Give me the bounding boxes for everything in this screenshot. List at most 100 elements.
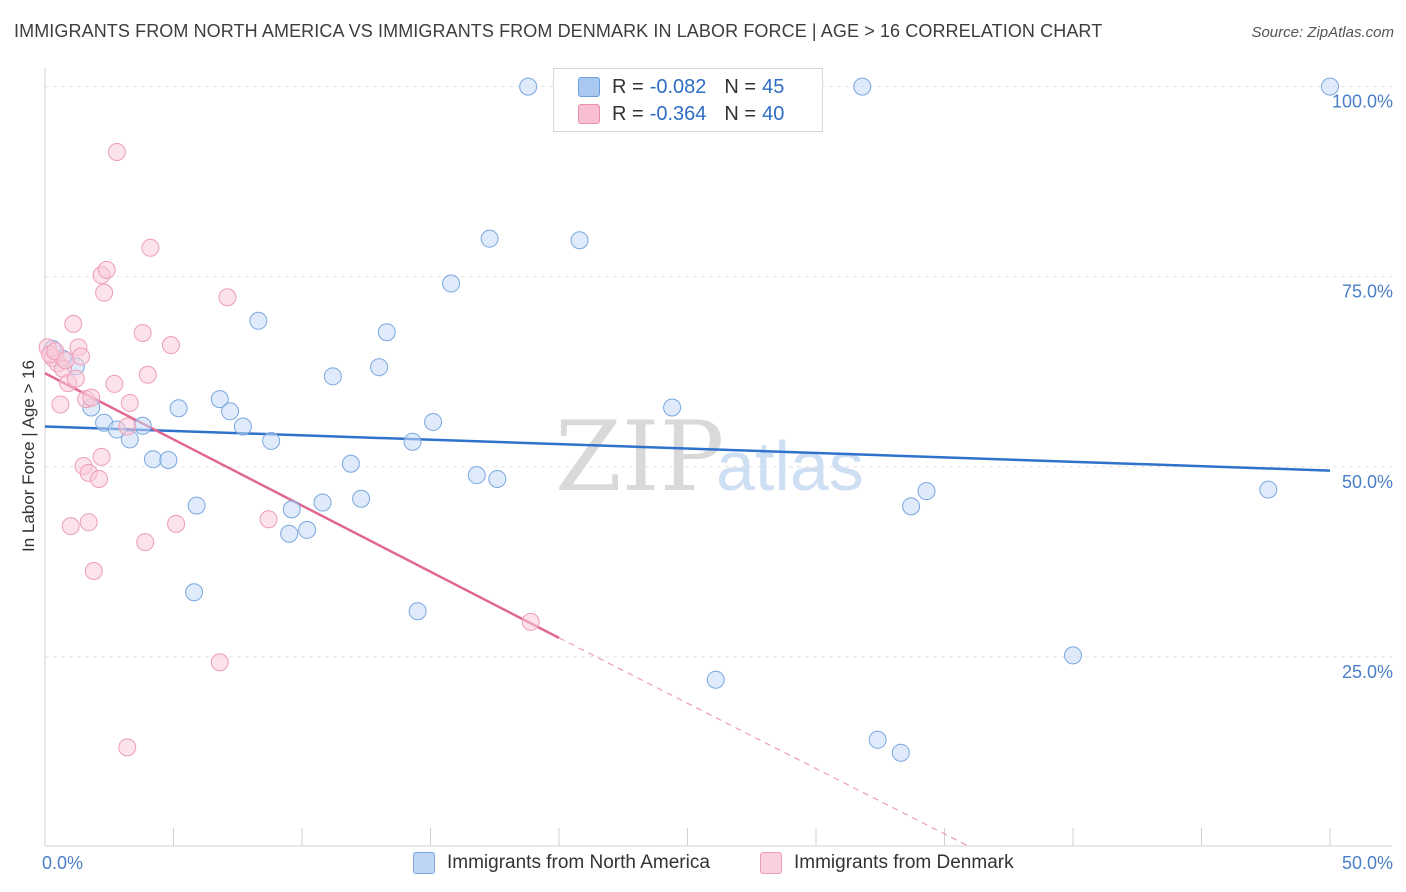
north-america-point: [853, 77, 872, 96]
legend-item-denmark[interactable]: Immigrants from Denmark: [760, 852, 1014, 874]
legend: Immigrants from North America Immigrants…: [0, 852, 1406, 878]
r-value: -0.082: [649, 75, 707, 98]
denmark-point: [61, 517, 80, 536]
north-america-point: [233, 417, 252, 436]
north-america-point: [185, 583, 204, 602]
north-america-point: [133, 416, 152, 435]
north-america-point: [352, 489, 371, 508]
north-america-point: [706, 670, 725, 689]
north-america-swatch: [578, 77, 600, 97]
north-america-point: [902, 497, 921, 516]
y-tick-label: 100.0%: [1332, 92, 1393, 112]
north-america-point: [403, 432, 422, 451]
north-america-trend-line: [44, 425, 1331, 472]
north-america-point: [1259, 480, 1278, 499]
denmark-trend-extension: [558, 637, 971, 848]
legend-label: Immigrants from Denmark: [794, 852, 1014, 873]
north-america-point: [282, 500, 301, 519]
north-america-point: [221, 402, 240, 421]
denmark-point: [79, 513, 98, 532]
watermark-zip: ZIP: [555, 401, 724, 513]
trend-lines: [44, 372, 1331, 848]
north-america-point: [663, 398, 682, 417]
north-america-legend-swatch: [413, 852, 435, 874]
legend-label: Immigrants from North America: [447, 852, 710, 873]
denmark-point: [136, 533, 155, 552]
denmark-point: [56, 351, 75, 370]
x-tick-label: 50.0%: [1342, 853, 1393, 873]
stats-row-north-america: R = -0.082 N = 45: [578, 74, 784, 100]
north-america-point: [488, 469, 507, 488]
y-axis-label: In Labor Force | Age > 16: [19, 360, 38, 552]
north-america-point: [210, 390, 229, 409]
north-america-point: [323, 367, 342, 386]
denmark-point: [210, 653, 229, 672]
denmark-point: [105, 374, 124, 393]
denmark-swatch: [578, 104, 600, 124]
north-america-point: [159, 450, 178, 469]
denmark-point: [64, 314, 83, 333]
denmark-point: [120, 393, 139, 412]
denmark-point: [82, 388, 101, 407]
denmark-legend-swatch: [760, 852, 782, 874]
north-america-point: [377, 323, 396, 342]
north-america-point: [480, 229, 499, 248]
tick-labels: 25.0% 50.0% 75.0% 100.0% 0.0% 50.0%: [42, 92, 1393, 873]
north-america-point: [424, 412, 443, 431]
north-america-point: [1321, 77, 1339, 96]
denmark-point: [141, 238, 160, 257]
north-america-point: [143, 450, 162, 469]
grid-lines: [45, 86, 1392, 658]
denmark-point: [138, 365, 157, 384]
north-america-point: [868, 730, 887, 749]
north-america-point: [298, 520, 317, 539]
north-america-point: [917, 482, 936, 501]
stats-row-denmark: R = -0.364 N = 40: [578, 101, 784, 127]
data-points: [38, 77, 1339, 762]
denmark-point: [89, 469, 108, 488]
north-america-point: [570, 231, 589, 250]
correlation-stats-box: R = -0.082 N = 45 R = -0.364 N = 40: [553, 68, 823, 132]
denmark-point: [92, 447, 111, 466]
r-label: R =: [612, 102, 644, 125]
watermark-atlas: atlas: [716, 427, 864, 505]
chart-source: Source: ZipAtlas.com: [1251, 24, 1394, 41]
y-tick-label: 75.0%: [1342, 282, 1393, 302]
denmark-point: [259, 510, 278, 529]
n-value: 45: [762, 75, 785, 98]
denmark-point: [71, 347, 90, 366]
denmark-point: [133, 323, 152, 342]
north-america-point: [891, 743, 910, 762]
denmark-point: [107, 142, 126, 161]
north-america-point: [467, 466, 486, 485]
north-america-point: [1064, 646, 1082, 665]
north-america-point: [249, 311, 268, 330]
denmark-point: [84, 561, 103, 580]
y-tick-label: 25.0%: [1342, 662, 1393, 682]
denmark-point: [66, 369, 85, 388]
legend-item-north-america[interactable]: Immigrants from North America: [413, 852, 710, 874]
denmark-trend-line: [44, 372, 560, 640]
north-america-point: [313, 493, 332, 512]
denmark-point: [161, 336, 180, 355]
denmark-point: [167, 514, 186, 533]
north-america-point: [169, 399, 188, 418]
denmark-point: [97, 260, 116, 279]
r-value: -0.364: [649, 102, 707, 125]
denmark-point: [218, 288, 237, 307]
north-america-point: [519, 77, 538, 96]
north-america-point: [187, 496, 206, 515]
north-america-point: [442, 274, 461, 293]
axes: [44, 68, 1392, 847]
denmark-point: [51, 395, 70, 414]
n-label: N =: [724, 102, 757, 125]
n-label: N =: [724, 75, 757, 98]
north-america-point: [280, 524, 299, 543]
denmark-point: [521, 612, 540, 631]
y-tick-label: 50.0%: [1342, 472, 1393, 492]
north-america-point: [370, 358, 389, 377]
n-value: 40: [762, 102, 785, 125]
denmark-point: [95, 283, 114, 302]
x-tick-label: 0.0%: [42, 853, 83, 873]
